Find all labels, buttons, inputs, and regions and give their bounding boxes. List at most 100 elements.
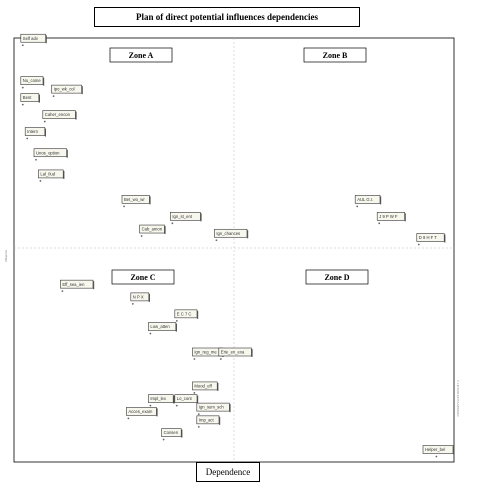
zone-a-box: Zone A: [109, 47, 173, 63]
point-label-shadow: [45, 35, 47, 44]
data-point: Acces_exam: [126, 407, 158, 420]
point-marker: [175, 404, 178, 407]
point-label: Self adv: [23, 36, 39, 41]
point-marker: [162, 438, 165, 441]
data-point: Ign_sum_sch: [196, 402, 231, 416]
point-marker: [140, 235, 143, 237]
data-point: Ign_st_ent: [170, 212, 202, 225]
point-label-box: [148, 322, 177, 331]
point-label-shadow: [217, 382, 219, 391]
point-marker: [171, 222, 174, 225]
point-label-shadow: [404, 213, 406, 222]
y-axis-label: Influence: [4, 249, 8, 262]
point-marker: [21, 86, 24, 89]
point-label-box: [416, 233, 445, 242]
point-label: Lo_cont: [177, 396, 193, 401]
point-label-shadow: [181, 429, 183, 438]
point-marker: [175, 319, 178, 322]
point-label: Intern: [27, 129, 38, 134]
data-point: Mood_eff: [192, 381, 219, 394]
point-label-box: [42, 110, 76, 119]
point-label: Eff_sea_ien: [62, 282, 85, 287]
point-label: J 9 P W F: [379, 214, 398, 219]
point-label-shadow: [43, 77, 45, 86]
point-label-shadow: [197, 395, 199, 404]
point-label: N P X: [133, 294, 144, 299]
data-point: Self adv: [20, 33, 47, 47]
point-label: AUL G.I.: [357, 197, 373, 202]
data-point: Ipo_wk_col: [51, 84, 83, 98]
point-label-shadow: [175, 323, 177, 332]
point-label-shadow: [229, 404, 231, 413]
zone-c-box: Zone C: [111, 269, 175, 285]
point-marker: [197, 425, 200, 428]
data-point: Impl_lex: [148, 394, 175, 407]
point-label: Low_atten: [150, 324, 170, 329]
point-marker: [219, 358, 222, 360]
data-point: J 9 P W F: [376, 212, 406, 225]
point-label: Nu_come: [23, 78, 42, 83]
point-label-shadow: [66, 149, 68, 158]
point-label-shadow: [93, 281, 95, 290]
point-marker: [127, 417, 130, 420]
data-point: Caher_encon: [42, 110, 77, 123]
data-point: Consen: [161, 428, 183, 441]
point-label: Helper_bel: [425, 447, 445, 452]
zone-c-label: Zone C: [130, 273, 155, 282]
point-label-shadow: [149, 196, 151, 205]
point-marker: [356, 205, 359, 208]
zone-d-box: Zone D: [305, 269, 369, 285]
point-marker: [149, 332, 152, 335]
point-marker: [21, 44, 24, 47]
point-label: Ign_chances: [216, 231, 240, 236]
point-label: Ign_reg_me: [194, 350, 217, 355]
point-marker: [193, 358, 196, 360]
data-point: Lal_Ilud: [38, 169, 65, 182]
data-point: Helper_bel: [422, 445, 455, 458]
point-label: Consen: [164, 430, 179, 435]
point-label: Acces_exam: [128, 409, 152, 414]
point-label-shadow: [38, 94, 40, 103]
x-axis-label: Dependence: [196, 462, 260, 482]
point-label-shadow: [219, 416, 221, 425]
point-marker: [197, 413, 200, 416]
y-axis-label-wrap: Influence: [2, 210, 16, 270]
point-label: Unos_option: [36, 150, 60, 155]
data-point: Eff_sea_ien: [60, 279, 95, 293]
data-point: Erie_en_exa: [218, 347, 253, 360]
point-label-shadow: [156, 408, 158, 417]
point-label: Cab_amon: [142, 227, 163, 232]
point-label: D 9 H F T: [419, 235, 438, 240]
data-point: Low_atten: [148, 322, 177, 335]
point-label: Ipo_wk_col: [54, 87, 75, 92]
data-point: Cab_amon: [139, 224, 166, 237]
point-marker: [61, 290, 64, 293]
zone-b-box: Zone B: [303, 47, 367, 63]
point-marker: [39, 180, 42, 182]
data-point: Ign_chances: [214, 228, 249, 242]
points-layer: Self adv Nu_come Ipo_wk_col Bent Caher_encon…: [20, 33, 455, 458]
data-point: Intern: [24, 127, 46, 140]
point-label-shadow: [247, 230, 249, 239]
point-label-shadow: [380, 196, 382, 205]
point-label: Caher_encon: [45, 112, 71, 117]
point-marker: [193, 392, 196, 394]
point-label: Bent: [23, 95, 32, 100]
point-marker: [378, 222, 381, 225]
point-marker: [123, 205, 125, 208]
point-label: E C 7 C: [177, 311, 192, 316]
point-label-shadow: [251, 349, 253, 357]
copyright-note-wrap: © LIPSOR-EPITA-MICMAC: [452, 380, 462, 460]
point-label: Ign_sum_sch: [199, 405, 225, 410]
data-point: E C 7 C: [174, 309, 199, 322]
point-label: Mood_eff: [194, 384, 212, 389]
point-label-shadow: [148, 293, 150, 302]
point-marker: [417, 243, 420, 246]
point-label: Erie_en_exa: [221, 350, 245, 355]
point-label: Impl_lex: [150, 396, 166, 401]
data-point: Lo_cont: [174, 394, 199, 407]
point-marker: [215, 239, 218, 242]
point-marker: [26, 137, 29, 140]
point-label: Lal_Ilud: [40, 172, 55, 177]
